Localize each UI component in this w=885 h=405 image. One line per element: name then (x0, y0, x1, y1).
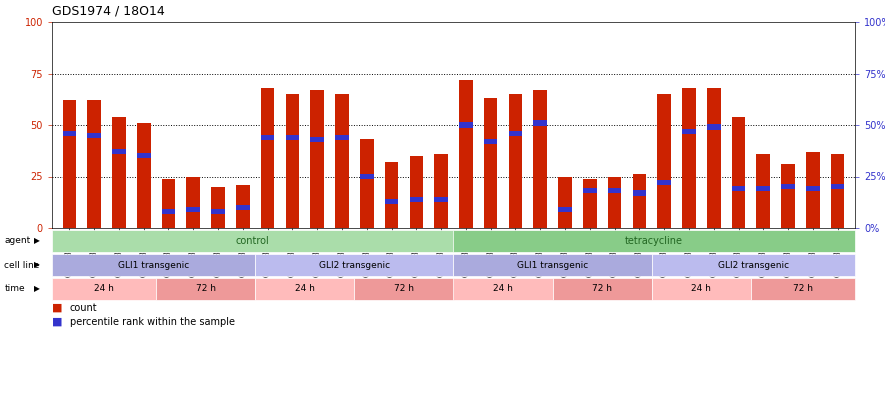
Bar (583, 179, 596, 228)
Bar (212, 187, 225, 228)
Text: cell line: cell line (4, 260, 40, 269)
Bar (360, 174, 373, 179)
Text: ▶: ▶ (34, 284, 40, 294)
Text: count: count (70, 303, 97, 313)
Bar (112, 149, 126, 154)
Text: 24 h: 24 h (295, 284, 315, 294)
Bar (311, 90, 324, 228)
Bar (335, 94, 349, 228)
Text: GLI1 transgenic: GLI1 transgenic (517, 260, 589, 269)
Bar (187, 207, 200, 212)
Bar (410, 196, 423, 202)
Text: 24 h: 24 h (94, 284, 114, 294)
Bar (658, 180, 671, 185)
Bar (534, 90, 547, 228)
Bar (831, 184, 844, 190)
Bar (187, 177, 200, 228)
Text: control: control (236, 236, 270, 246)
Bar (137, 123, 150, 228)
Text: percentile rank within the sample: percentile rank within the sample (70, 317, 235, 327)
Bar (88, 133, 101, 138)
Bar (360, 139, 373, 228)
Text: GDS1974 / 18O14: GDS1974 / 18O14 (52, 4, 165, 17)
Bar (534, 120, 547, 126)
Bar (286, 94, 299, 228)
Text: 24 h: 24 h (691, 284, 712, 294)
Bar (311, 137, 324, 142)
Bar (459, 122, 473, 128)
Bar (757, 154, 770, 228)
Bar (509, 131, 522, 136)
Text: time: time (4, 284, 25, 294)
Bar (558, 207, 572, 212)
Bar (162, 209, 175, 214)
Text: tetracycline: tetracycline (625, 236, 683, 246)
Bar (658, 94, 671, 228)
Bar (484, 98, 497, 228)
Text: ■: ■ (52, 303, 63, 313)
Bar (757, 186, 770, 192)
Bar (261, 88, 274, 228)
Bar (435, 196, 448, 202)
Bar (509, 94, 522, 228)
Text: 72 h: 72 h (793, 284, 813, 294)
Bar (608, 188, 621, 194)
Bar (781, 164, 795, 228)
Bar (831, 154, 844, 228)
Bar (707, 124, 720, 130)
Text: 24 h: 24 h (493, 284, 513, 294)
Text: GLI2 transgenic: GLI2 transgenic (319, 260, 390, 269)
Bar (583, 188, 596, 194)
Text: agent: agent (4, 237, 31, 245)
Text: ▶: ▶ (34, 260, 40, 269)
Text: ▶: ▶ (34, 237, 40, 245)
Text: 72 h: 72 h (592, 284, 612, 294)
Bar (558, 177, 572, 228)
Bar (385, 162, 398, 228)
Bar (707, 88, 720, 228)
Bar (484, 139, 497, 144)
Bar (212, 209, 225, 214)
Text: GLI2 transgenic: GLI2 transgenic (718, 260, 789, 269)
Bar (608, 177, 621, 228)
Bar (112, 117, 126, 228)
Bar (682, 88, 696, 228)
Bar (633, 190, 646, 196)
Bar (162, 179, 175, 228)
Bar (732, 117, 745, 228)
Text: GLI1 transgenic: GLI1 transgenic (118, 260, 189, 269)
Bar (732, 186, 745, 192)
Bar (335, 135, 349, 140)
Text: 72 h: 72 h (196, 284, 216, 294)
Bar (781, 184, 795, 190)
Bar (63, 131, 76, 136)
Bar (410, 156, 423, 228)
Bar (806, 186, 820, 192)
Text: ■: ■ (52, 317, 63, 327)
Bar (286, 135, 299, 140)
Bar (63, 100, 76, 228)
Bar (633, 175, 646, 228)
Bar (682, 129, 696, 134)
Bar (236, 205, 250, 210)
Bar (385, 198, 398, 204)
Bar (806, 152, 820, 228)
Bar (459, 80, 473, 228)
Bar (435, 154, 448, 228)
Bar (261, 135, 274, 140)
Bar (137, 153, 150, 158)
Bar (88, 100, 101, 228)
Text: 72 h: 72 h (394, 284, 414, 294)
Bar (236, 185, 250, 228)
